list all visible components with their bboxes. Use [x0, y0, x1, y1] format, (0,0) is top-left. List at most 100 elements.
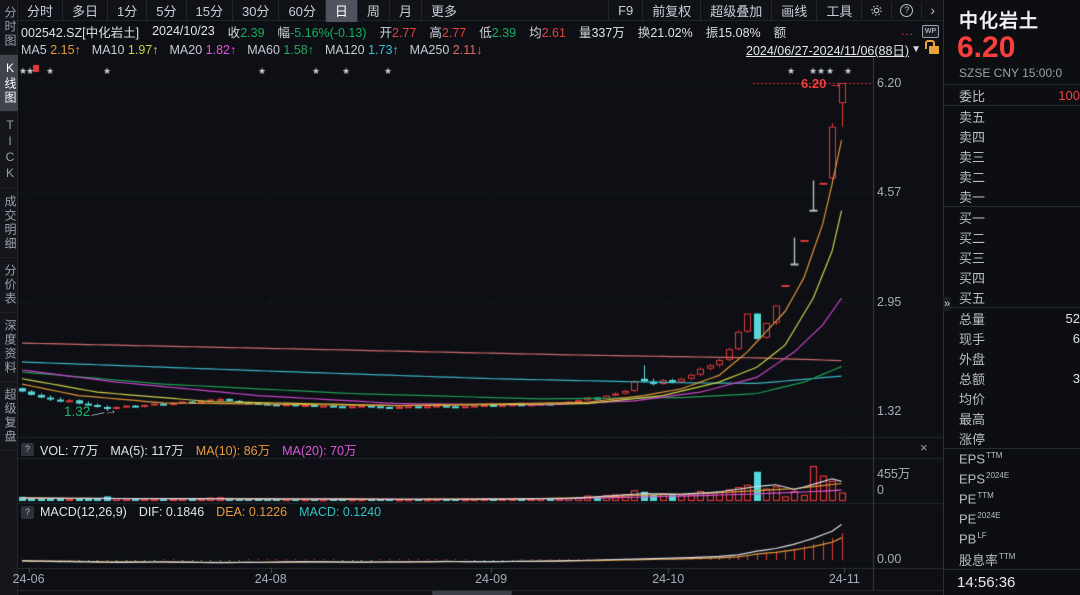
fundamental-rows: EPSTTM EPS2024E PETTM PE2024E PBLF 股息率TTM: [944, 449, 1080, 569]
fundamental-label: PBLF: [959, 531, 987, 547]
ma-label: MA60: [247, 42, 284, 57]
price-tick-1.32: 1.32: [877, 404, 902, 418]
fundamental-sup: TTM: [986, 451, 1003, 461]
latest-price-value: 6.20: [801, 75, 827, 91]
ma-value: 2.11: [452, 42, 477, 57]
tab-多日[interactable]: 多日: [62, 0, 107, 22]
stat-row-现手: 现手 6: [944, 328, 1080, 348]
tab-分时[interactable]: 分时: [27, 3, 54, 19]
tab-30分[interactable]: 30分: [231, 0, 278, 22]
sidebar-item-成交明细[interactable]: 成交明细: [0, 189, 18, 258]
ma-label: MA5: [21, 42, 51, 57]
dropdown-triangle-icon[interactable]: ▼: [911, 44, 921, 55]
help-icon[interactable]: ?: [891, 1, 921, 19]
more-tools-chevron-icon[interactable]: ›: [921, 2, 943, 18]
macd-help-icon[interactable]: ?: [21, 505, 34, 519]
low-arrow-icon: —→: [90, 401, 119, 422]
tab-周[interactable]: 周: [356, 0, 389, 22]
macd-macd-value: MACD: 0.1240: [299, 505, 382, 519]
volume-help-icon[interactable]: ?: [21, 442, 34, 456]
market-clock: 14:56:36: [957, 574, 1016, 591]
kline-chart-canvas[interactable]: [18, 0, 943, 595]
info-field-高: 高2.77: [429, 22, 466, 41]
toolbar-item-F9[interactable]: F9: [608, 0, 642, 20]
sell-level-row: 卖四: [944, 126, 1080, 146]
ma-item-MA5: MA5 2.15↑: [21, 43, 81, 57]
info-field-value: 2.39: [240, 25, 265, 40]
close-volume-pane-icon[interactable]: ×: [920, 440, 928, 455]
stat-row-总量: 总量 52: [944, 308, 1080, 328]
fundamental-sup: 2024E: [977, 511, 1001, 521]
sell-level-row: 卖一: [944, 186, 1080, 206]
sidebar-item-深度资料[interactable]: 深度资料: [0, 313, 18, 382]
time-tick-24-06: 24-06: [12, 572, 45, 586]
unlocked-padlock-icon[interactable]: [925, 39, 939, 54]
divider: [944, 105, 1080, 106]
info-field-低: 低2.39: [479, 22, 516, 41]
tab-15分[interactable]: 15分: [185, 0, 232, 22]
info-field-value: 2.61: [541, 25, 566, 40]
tab-月[interactable]: 月: [388, 0, 421, 22]
quote-info-row: 002542.SZ[中化岩土] 2024/10/23 收2.39 幅-5.16%(-0…: [18, 21, 943, 41]
ma-value: 1.58: [283, 42, 308, 57]
up-arrow-icon: ↑: [230, 42, 237, 57]
stat-row-现手-label: 现手: [959, 331, 986, 347]
sidebar-item-超级复盘[interactable]: 超级复盘: [0, 382, 18, 451]
tab-60分[interactable]: 60分: [278, 0, 324, 22]
up-arrow-icon: ↑: [74, 42, 81, 57]
fundamental-row-PE-TTM: PETTM: [944, 489, 1080, 509]
ma-label: MA20: [169, 42, 206, 57]
settings-gear-icon[interactable]: [861, 1, 891, 19]
panel-collapse-handle[interactable]: »: [943, 297, 952, 311]
ma-label: MA10: [91, 42, 128, 57]
divider: [944, 206, 1080, 207]
info-field-0: 002542.SZ[中化岩土]: [21, 22, 139, 41]
sidebar-item-分时图[interactable]: 分时图: [0, 0, 18, 55]
buy-level-row-label: 买三: [959, 250, 986, 266]
divider: [944, 569, 1080, 570]
buy-level-row: 买五: [944, 287, 1080, 307]
info-field-label: 收: [227, 25, 241, 40]
ma-value: 1.97: [127, 42, 153, 57]
tab-更多[interactable]: 更多: [420, 0, 466, 22]
toolbar-item-画线[interactable]: 画线: [771, 0, 816, 22]
quote-info-fields: 002542.SZ[中化岩土] 2024/10/23 收2.39 幅-5.16%(-0…: [21, 22, 799, 41]
wp-window-badge-icon[interactable]: WP: [922, 24, 939, 38]
tab-1分[interactable]: 1分: [107, 0, 146, 22]
sell-level-row-label: 卖二: [959, 169, 986, 185]
horizontal-scrollbar-thumb[interactable]: [432, 591, 512, 595]
divider: [944, 84, 1080, 85]
info-field-量: 量337万: [579, 22, 625, 41]
help-question-glyph: ?: [900, 3, 914, 17]
toolbar-item-前复权[interactable]: 前复权: [642, 0, 700, 22]
fundamental-label: 股息率TTM: [959, 552, 1016, 568]
toolbar-item-工具[interactable]: 工具: [816, 0, 861, 22]
tab-日[interactable]: 日: [324, 0, 357, 22]
sidebar-item-分价表[interactable]: 分价表: [0, 258, 18, 313]
buy-level-row-label: 买四: [959, 270, 986, 286]
left-sidebar: 分时图 K线图 TICK 成交明细 分价表 深度资料 超级复盘: [0, 0, 18, 595]
sell-level-row-label: 卖四: [959, 129, 986, 145]
fundamental-row-EPS-2024E: EPS2024E: [944, 469, 1080, 489]
stat-row-外盘-label: 外盘: [959, 351, 986, 367]
ma-values: MA5 2.15↑ MA10 1.97↑ MA20 1.82↑ MA60 1.58↑ M…: [21, 43, 493, 57]
sidebar-item-TICK[interactable]: TICK: [0, 112, 18, 189]
buy-level-row: 买一: [944, 207, 1080, 227]
stat-row-总量-label: 总量: [959, 311, 986, 327]
price-tick-6.20: 6.20: [877, 76, 902, 90]
ma-item-MA60: MA60 1.58↑: [247, 43, 314, 57]
tab-5分[interactable]: 5分: [146, 0, 185, 22]
buy-level-row: 买四: [944, 267, 1080, 287]
price-arrow-icon: →: [828, 75, 842, 91]
macd-title: MACD(12,26,9): [40, 505, 127, 519]
time-tick-24-09: 24-09: [475, 572, 508, 586]
up-arrow-icon: ↑: [392, 42, 399, 57]
info-field-振: 振15.08%: [706, 22, 761, 41]
info-field-label: 振: [705, 25, 719, 40]
sidebar-item-K线图[interactable]: K线图: [0, 55, 18, 112]
date-range-link[interactable]: 2024/06/27-2024/11/06(88日): [746, 44, 910, 58]
toolbar-item-超级叠加[interactable]: 超级叠加: [700, 0, 771, 22]
vol-ma20-value: MA(20): 70万: [282, 443, 357, 458]
price-tick-2.95: 2.95: [877, 294, 902, 309]
ma-item-MA120: MA120 1.73↑: [325, 43, 399, 57]
